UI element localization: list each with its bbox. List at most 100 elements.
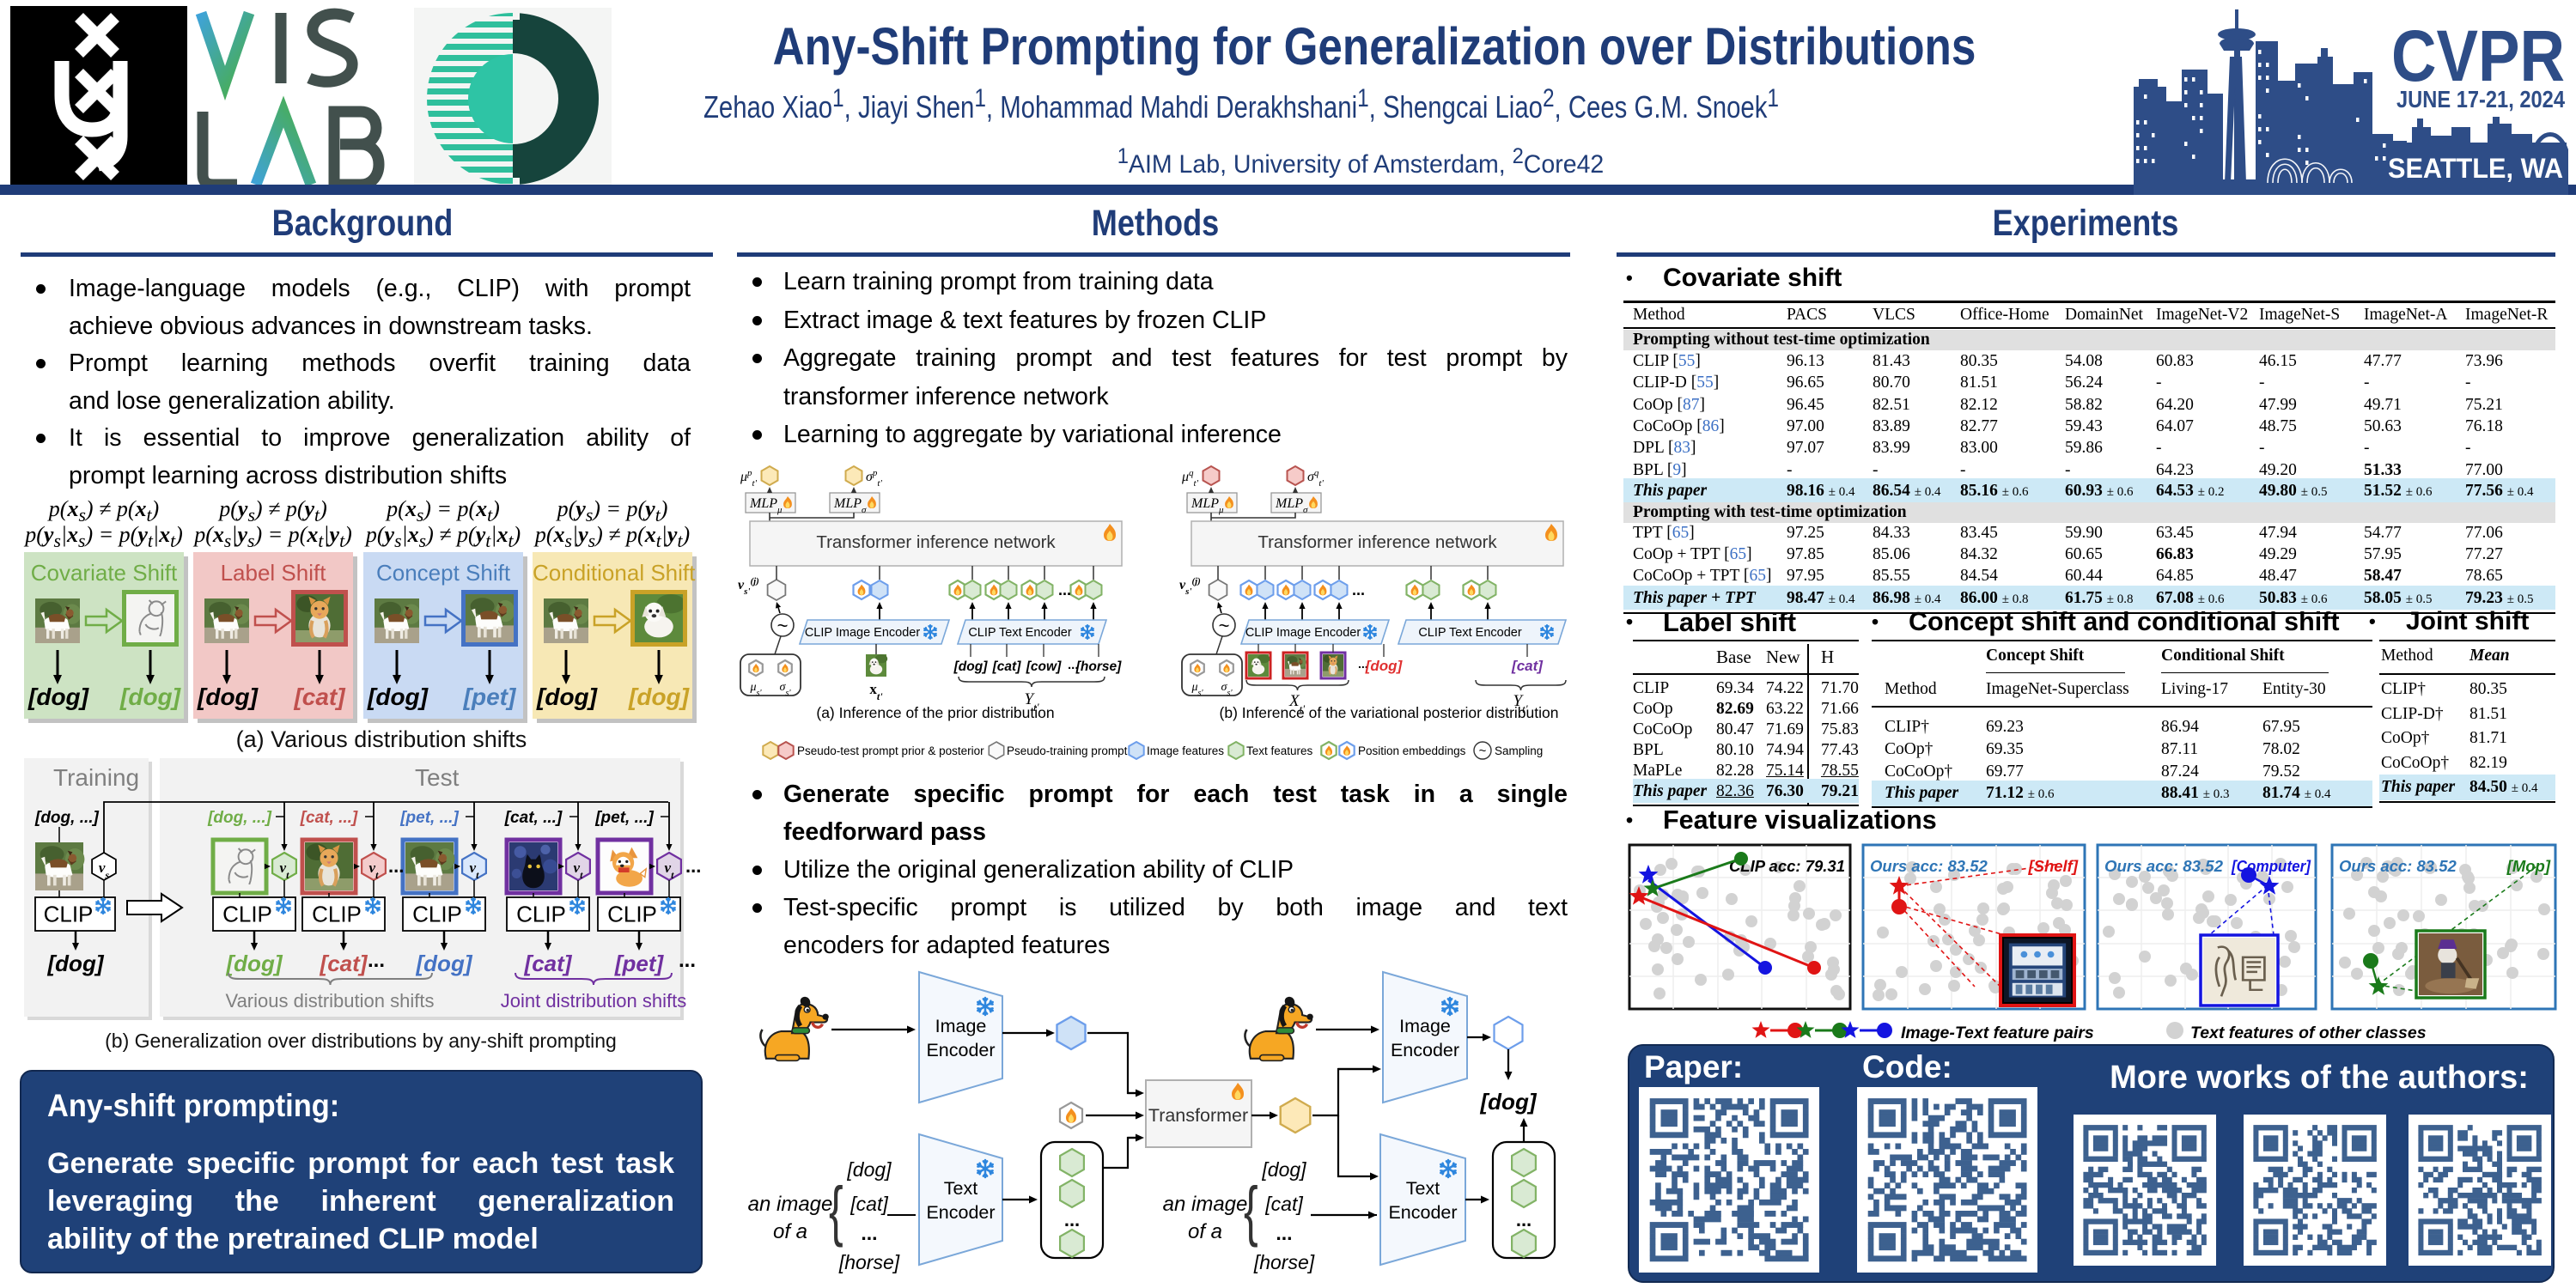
svg-text:[horse]: [horse] <box>838 1251 900 1273</box>
svg-text:Encoder: Encoder <box>926 1202 995 1223</box>
svg-text:[Mop]: [Mop] <box>2506 857 2551 875</box>
svg-text:[Shelf]: [Shelf] <box>2027 857 2078 875</box>
svg-text:Encoder: Encoder <box>1388 1202 1457 1223</box>
svg-text:Text features of other classes: Text features of other classes <box>2190 1024 2427 1042</box>
svg-text:Ours acc: 83.52: Ours acc: 83.52 <box>2104 857 2224 875</box>
svg-text:vt: vt <box>280 860 290 881</box>
svg-text:CLIP: CLIP <box>607 902 657 927</box>
svg-text:...: ... <box>1358 657 1368 671</box>
svg-text:...: ... <box>685 855 701 877</box>
svg-text:[cat]: [cat] <box>1264 1193 1303 1215</box>
svg-text:vt: vt <box>369 860 380 881</box>
svg-text:[pet, ...]: [pet, ...] <box>594 809 654 827</box>
svg-text:...: ... <box>1352 581 1365 598</box>
svg-text:CLIP: CLIP <box>222 902 272 927</box>
svg-text:Pseudo-test prompt prior & pos: Pseudo-test prompt prior & posterior <box>797 744 984 757</box>
svg-text:{: { <box>829 1173 843 1248</box>
svg-text:[horse]: [horse] <box>1253 1251 1315 1273</box>
svg-text:(b) Inference of the variation: (b) Inference of the variational posteri… <box>1220 704 1559 721</box>
svg-text:an image: an image <box>748 1193 833 1216</box>
svg-text:CLIP Text Encoder: CLIP Text Encoder <box>1418 626 1522 640</box>
svg-text:σqt': σqt' <box>1307 468 1324 489</box>
svg-text:Text: Text <box>1406 1178 1440 1199</box>
svg-text:CLIP Image Encoder: CLIP Image Encoder <box>1245 626 1361 640</box>
svg-text:[cat, ...]: [cat, ...] <box>300 809 358 827</box>
svg-text:MLPσ: MLPσ <box>833 496 867 515</box>
svg-text:...: ... <box>1276 1222 1292 1244</box>
svg-text:MLPμ: MLPμ <box>749 496 783 515</box>
svg-text:Transformer: Transformer <box>1148 1105 1248 1126</box>
svg-text:Sampling: Sampling <box>1495 744 1543 757</box>
svg-text:Image-Text feature pairs: Image-Text feature pairs <box>1901 1024 2094 1042</box>
svg-text:Transformer inference network: Transformer inference network <box>816 532 1056 552</box>
svg-text:[cat]: [cat] <box>320 951 368 976</box>
svg-text:Transformer inference network: Transformer inference network <box>1258 532 1497 552</box>
svg-text:CLIP: CLIP <box>516 902 566 927</box>
svg-text:~: ~ <box>1219 615 1230 636</box>
svg-text:Image features: Image features <box>1147 744 1224 757</box>
svg-text:CLIP Text Encoder: CLIP Text Encoder <box>968 626 1072 640</box>
svg-text:Text features: Text features <box>1246 744 1313 757</box>
svg-text:[dog]: [dog] <box>47 951 105 976</box>
svg-text:Position embeddings: Position embeddings <box>1358 744 1466 757</box>
svg-text:...: ... <box>1516 1209 1532 1230</box>
svg-text:CLIP acc: 79.31: CLIP acc: 79.31 <box>1729 857 1845 875</box>
svg-text:of a: of a <box>1188 1220 1222 1243</box>
svg-text:[dog]: [dog] <box>226 951 283 976</box>
svg-text:CLIP Image Encoder: CLIP Image Encoder <box>805 626 921 640</box>
svg-text:of a: of a <box>773 1220 807 1243</box>
svg-text:[cat]: [cat] <box>850 1193 888 1215</box>
svg-text:CLIP: CLIP <box>312 902 362 927</box>
svg-text:Pseudo-training prompt: Pseudo-training prompt <box>1007 744 1128 757</box>
svg-text:{: { <box>1244 1173 1258 1248</box>
svg-text:[dog]: [dog] <box>1480 1089 1538 1115</box>
svg-text:...: ... <box>679 949 696 972</box>
svg-text:Various distribution shifts: Various distribution shifts <box>226 990 435 1012</box>
svg-text:[pet]: [pet] <box>614 951 665 976</box>
svg-text:CVPR: CVPR <box>2391 15 2565 96</box>
svg-text:vs'(j): vs'(j) <box>1179 576 1201 597</box>
svg-text:...: ... <box>861 1222 877 1244</box>
svg-text:CLIP: CLIP <box>412 902 462 927</box>
svg-text:[dog]: [dog] <box>1261 1158 1306 1181</box>
svg-text:an image: an image <box>1163 1193 1248 1216</box>
svg-text:Ours acc: 83.52: Ours acc: 83.52 <box>1870 857 1988 875</box>
svg-text:μqt': μqt' <box>1181 468 1199 489</box>
svg-text:CLIP: CLIP <box>44 902 94 927</box>
svg-text:σpt': σpt' <box>866 468 882 489</box>
svg-text:Image: Image <box>935 1016 987 1036</box>
svg-text:...: ... <box>1058 581 1071 598</box>
svg-text:[pet, ...]: [pet, ...] <box>399 809 459 827</box>
svg-text:[dog]: [dog] <box>1365 658 1404 674</box>
svg-text:μpt': μpt' <box>740 468 758 489</box>
svg-text:...: ... <box>1068 658 1079 672</box>
svg-text:Encoder: Encoder <box>926 1040 995 1060</box>
svg-text:[dog]: [dog] <box>846 1158 892 1181</box>
svg-text:Ours acc: 83.52: Ours acc: 83.52 <box>2339 857 2457 875</box>
svg-text:MLPμ: MLPμ <box>1191 496 1224 515</box>
svg-text:[dog]: [dog] <box>416 951 473 976</box>
svg-text:Joint distribution shifts: Joint distribution shifts <box>501 990 686 1012</box>
svg-text:[dog, ...]: [dog, ...] <box>34 809 100 827</box>
svg-text:...: ... <box>368 949 385 972</box>
svg-text:[cat]: [cat] <box>992 659 1022 674</box>
svg-text:[cow]: [cow] <box>1026 659 1062 674</box>
svg-text:Encoder: Encoder <box>1391 1040 1459 1060</box>
svg-text:Test: Test <box>415 764 460 791</box>
svg-text:xt': xt' <box>869 681 883 702</box>
svg-text:[dog]: [dog] <box>953 659 989 674</box>
svg-text:[cat]: [cat] <box>524 951 573 976</box>
svg-text:JUNE 17-21, 2024: JUNE 17-21, 2024 <box>2396 86 2565 112</box>
svg-text:vs'(j): vs'(j) <box>738 576 759 597</box>
svg-text:~: ~ <box>1479 744 1487 758</box>
svg-text:[horse]: [horse] <box>1075 659 1122 674</box>
svg-text:[cat]: [cat] <box>1511 658 1544 674</box>
svg-text:vt: vt <box>470 860 480 881</box>
svg-text:Image: Image <box>1399 1016 1451 1036</box>
svg-text:~: ~ <box>777 615 789 636</box>
svg-text:...: ... <box>388 855 404 877</box>
svg-text:(a) Inference of the prior dis: (a) Inference of the prior distribution <box>816 704 1054 721</box>
svg-text:vt: vt <box>665 860 675 881</box>
svg-text:Text: Text <box>944 1178 977 1199</box>
svg-text:...: ... <box>1064 1209 1080 1230</box>
